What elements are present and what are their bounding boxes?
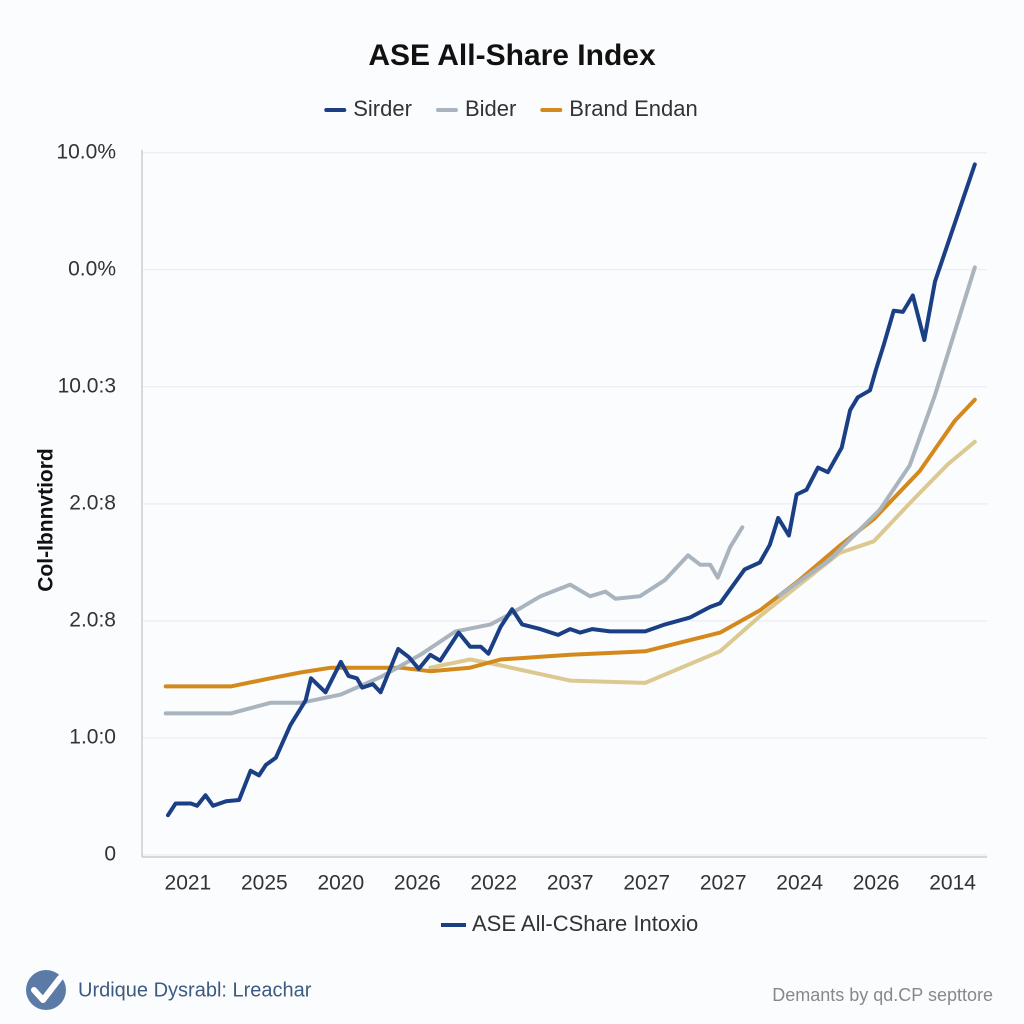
x-tick-label: 2024 bbox=[776, 872, 823, 895]
legend: Sirder Bider Brand Endan bbox=[324, 96, 698, 121]
series-line bbox=[428, 439, 977, 685]
y-tick-label: 0.0% bbox=[68, 257, 116, 280]
x-tick-label: 2020 bbox=[317, 872, 364, 895]
series-line bbox=[166, 162, 977, 818]
legend-label: Bider bbox=[465, 96, 516, 121]
y-tick-label: 10.0:3 bbox=[58, 374, 116, 397]
x-tick-label: 2025 bbox=[241, 872, 288, 895]
x-tick-label: 2021 bbox=[165, 872, 212, 895]
y-tick-label: 2.0:8 bbox=[69, 491, 116, 514]
legend-label: Sirder bbox=[353, 96, 412, 121]
logo bbox=[26, 970, 66, 1010]
chart-title: ASE All-Share Index bbox=[368, 39, 656, 72]
plot-area bbox=[163, 162, 977, 818]
y-tick-label: 2.0:8 bbox=[69, 608, 116, 631]
x-tick-label: 2014 bbox=[929, 872, 976, 895]
y-axis-label: Col-Ibnnvtiord bbox=[35, 448, 58, 591]
footer-credit: Demants by qd.CP septtore bbox=[772, 985, 993, 1005]
x-tick-label: 2026 bbox=[394, 872, 441, 895]
logo-check bbox=[31, 975, 63, 1003]
y-tick-label: 1.0:0 bbox=[69, 725, 116, 748]
series-line bbox=[163, 397, 977, 689]
legend-label: Brand Endan bbox=[569, 96, 697, 121]
x-tick-label: 2037 bbox=[547, 872, 594, 895]
bottom-legend: ASE All-CShare Intoxio bbox=[441, 911, 698, 936]
x-tick-label: 2027 bbox=[700, 872, 747, 895]
footer-brand: Urdique Dysrabl: Lreachar bbox=[78, 979, 312, 1001]
series-line bbox=[163, 265, 977, 716]
x-tick-label: 2026 bbox=[853, 872, 900, 895]
x-tick-label: 2022 bbox=[470, 872, 517, 895]
y-tick-label: 0 bbox=[104, 843, 116, 866]
bottom-legend-label: ASE All-CShare Intoxio bbox=[472, 911, 698, 936]
x-tick-label: 2027 bbox=[623, 872, 670, 895]
y-tick-label: 10.0% bbox=[56, 140, 116, 163]
